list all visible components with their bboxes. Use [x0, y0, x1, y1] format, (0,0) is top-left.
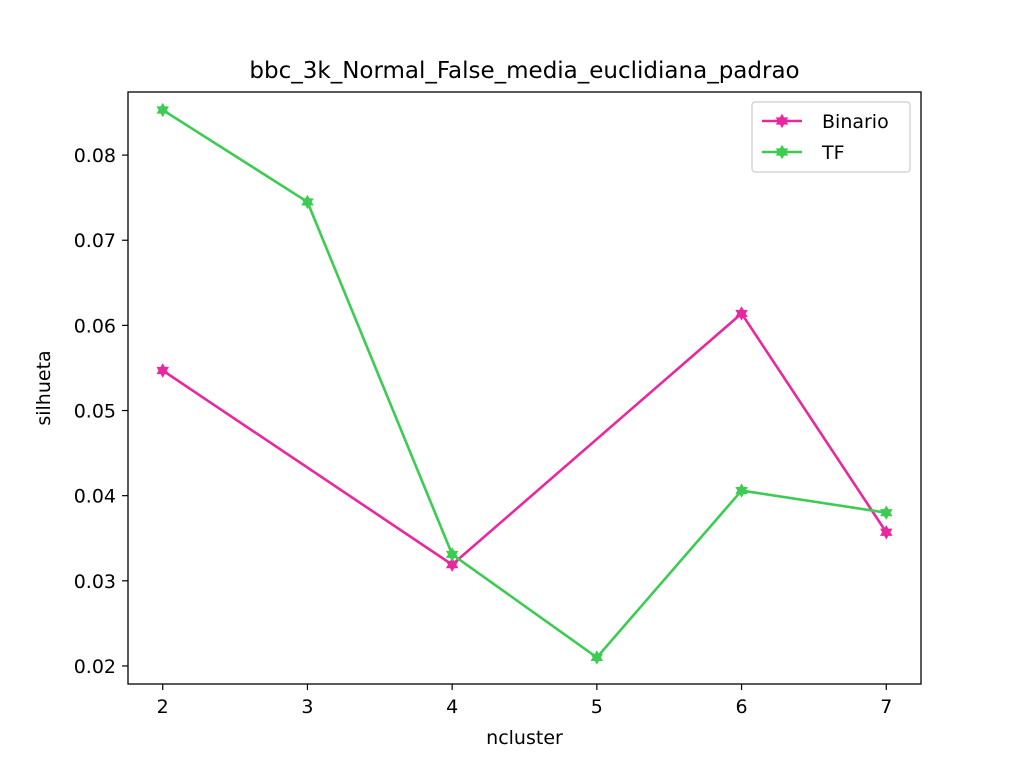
legend: Binario TF — [751, 101, 911, 173]
y-tick-label: 0.04 — [74, 486, 116, 508]
x-axis-label: ncluster — [486, 727, 563, 749]
y-tick-label: 0.05 — [74, 401, 116, 423]
legend-label-tf: TF — [821, 142, 845, 164]
x-tick-label: 5 — [591, 696, 603, 718]
chart-title: bbc_3k_Normal_False_media_euclidiana_pad… — [249, 58, 799, 84]
legend-marker-tf — [775, 144, 789, 160]
series-line-binario — [162, 312, 888, 566]
axis-ticks: 2 3 4 5 6 7 0.02 0.03 0.04 0.05 0.06 0.07 0.08 — [74, 145, 893, 718]
data-point-tf — [301, 194, 314, 210]
legend-label-binario: Binario — [822, 111, 889, 133]
x-tick-label: 3 — [301, 696, 313, 718]
data-point-binario — [445, 557, 459, 572]
data-point-binario — [880, 525, 893, 540]
y-tick-label: 0.07 — [74, 230, 116, 252]
data-point-tf — [590, 650, 604, 665]
data-point-tf — [156, 102, 169, 118]
data-point-tf — [735, 483, 748, 498]
y-tick-label: 0.08 — [74, 145, 116, 167]
data-point-tf — [880, 505, 893, 520]
y-tick-label: 0.03 — [74, 571, 116, 593]
x-tick-label: 6 — [736, 696, 748, 718]
data-point-binario — [156, 363, 169, 378]
y-tick-label: 0.06 — [74, 315, 116, 337]
data-point-tf — [445, 547, 459, 562]
data-point-binario — [735, 306, 748, 321]
plot-background — [128, 92, 921, 684]
y-tick-label: 0.02 — [74, 656, 116, 678]
x-tick-label: 7 — [880, 696, 892, 718]
legend-marker-binario — [775, 113, 789, 129]
legend-box — [751, 101, 911, 173]
x-tick-label: 2 — [157, 696, 169, 718]
plot-frame — [127, 91, 922, 685]
series-layer — [156, 102, 893, 665]
series-line-tf — [162, 108, 887, 659]
x-tick-label: 4 — [446, 696, 458, 718]
y-axis-label: silhueta — [33, 350, 55, 425]
